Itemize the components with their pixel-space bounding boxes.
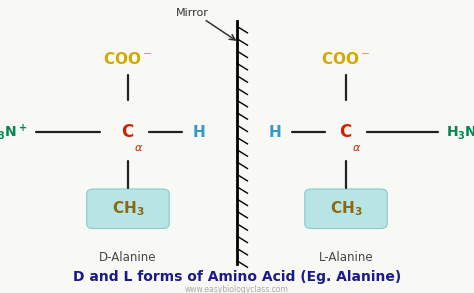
Text: $\mathbf{C}$: $\mathbf{C}$ bbox=[339, 123, 353, 141]
Text: $\mathbf{COO}^-$: $\mathbf{COO}^-$ bbox=[321, 51, 371, 67]
Text: $\mathbf{H}$: $\mathbf{H}$ bbox=[192, 124, 206, 140]
Text: $\mathbf{CH_3}$: $\mathbf{CH_3}$ bbox=[330, 199, 362, 218]
Text: $\mathbf{C}$: $\mathbf{C}$ bbox=[121, 123, 135, 141]
Text: L-Alanine: L-Alanine bbox=[319, 251, 374, 264]
Text: $\mathbf{H}$: $\mathbf{H}$ bbox=[268, 124, 282, 140]
Text: D-Alanine: D-Alanine bbox=[99, 251, 157, 264]
Text: $\mathit{\alpha}$: $\mathit{\alpha}$ bbox=[352, 143, 361, 153]
Text: $\mathbf{CH_3}$: $\mathbf{CH_3}$ bbox=[112, 199, 144, 218]
Text: $\mathbf{H_3N^+}$: $\mathbf{H_3N^+}$ bbox=[0, 122, 28, 142]
Text: $\mathbf{H_3N^+}$: $\mathbf{H_3N^+}$ bbox=[446, 122, 474, 142]
Text: Mirror: Mirror bbox=[175, 8, 209, 18]
FancyBboxPatch shape bbox=[87, 189, 169, 229]
Text: $\mathit{\alpha}$: $\mathit{\alpha}$ bbox=[134, 143, 143, 153]
Text: $\mathbf{COO}^-$: $\mathbf{COO}^-$ bbox=[103, 51, 153, 67]
FancyBboxPatch shape bbox=[305, 189, 387, 229]
Text: www.easybiologyclass.com: www.easybiologyclass.com bbox=[185, 285, 289, 293]
Text: D and L forms of Amino Acid (Eg. Alanine): D and L forms of Amino Acid (Eg. Alanine… bbox=[73, 270, 401, 284]
